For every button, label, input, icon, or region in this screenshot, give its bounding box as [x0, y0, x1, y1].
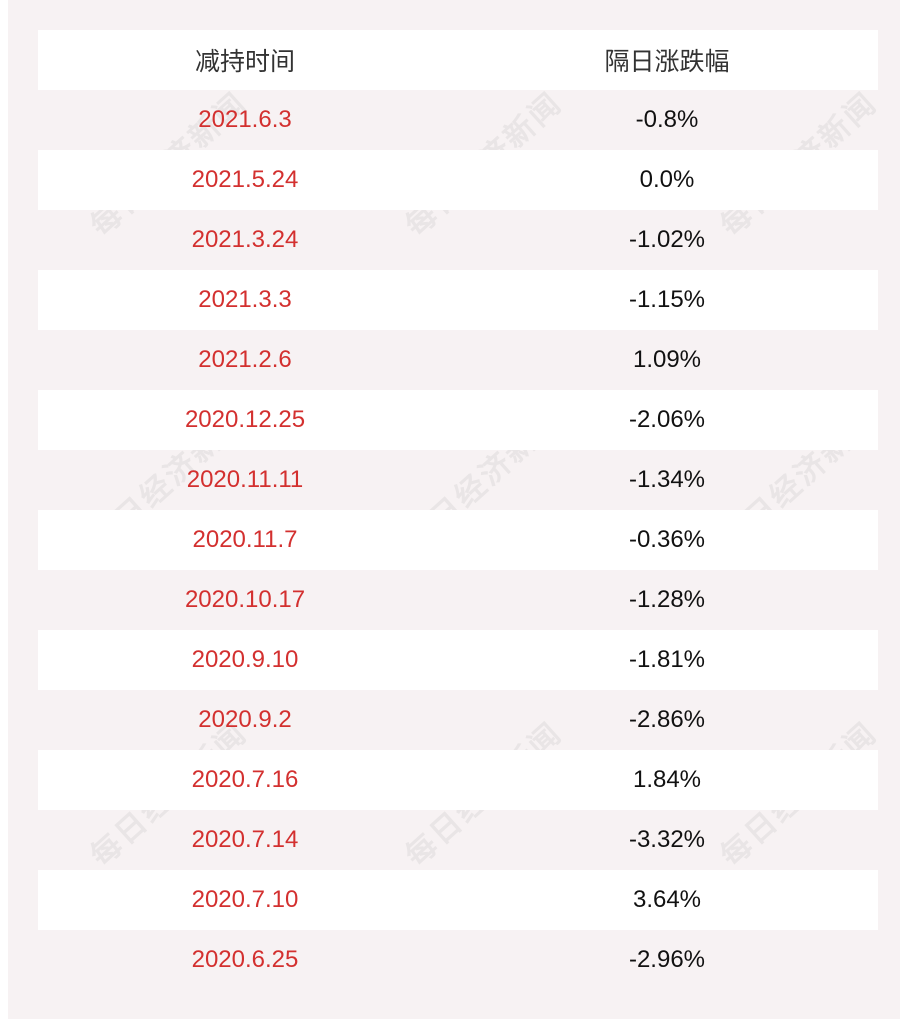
next-day-change-cell: -2.06% [628, 406, 706, 433]
next-day-change-cell: 3.64% [632, 886, 702, 913]
next-day-change-cell: -1.28% [628, 586, 706, 613]
reduction-date-cell: 2020.11.11 [186, 466, 304, 493]
next-day-change-cell: -1.34% [628, 466, 706, 493]
next-day-change-cell: -2.86% [628, 706, 706, 733]
table-row: 2021.3.3 -1.15% [38, 270, 878, 330]
reduction-date-cell: 2021.3.3 [198, 286, 292, 313]
table-row: 2020.9.10 -1.81% [38, 630, 878, 690]
reduction-date-cell: 2020.9.2 [198, 706, 292, 733]
table-row: 2020.11.11 -1.34% [38, 450, 878, 510]
reduction-date-cell: 2020.11.7 [192, 526, 298, 553]
table-row: 2020.10.17 -1.28% [38, 570, 878, 630]
table-row: 2020.9.2 -2.86% [38, 690, 878, 750]
table-row: 2020.11.7 -0.36% [38, 510, 878, 570]
next-day-change-cell: -0.8% [635, 106, 699, 133]
table-panel: 每日经济新闻 每日经济新闻 每日经济新闻 每日经济新闻 每日经济新闻 每日经济新… [8, 0, 900, 1019]
next-day-change-cell: -1.15% [628, 286, 706, 313]
column-header-date: 减持时间 [194, 48, 295, 76]
next-day-change-cell: -1.81% [628, 646, 706, 673]
table-row: 2021.3.24 -1.02% [38, 210, 878, 270]
reduction-date-cell: 2021.5.24 [191, 166, 299, 193]
next-day-change-cell: 1.84% [632, 766, 702, 793]
table-row: 2020.7.16 1.84% [38, 750, 878, 810]
next-day-change-cell: 1.09% [632, 346, 702, 373]
reduction-date-cell: 2021.6.3 [198, 106, 292, 133]
reduction-date-cell: 2021.3.24 [191, 226, 299, 253]
table-header-row: 减持时间 隔日涨跌幅 [38, 30, 878, 90]
table-body: 2021.6.3 -0.8% 2021.5.24 0.0% 2021.3.24 -1.02… [38, 90, 878, 990]
next-day-change-cell: -0.36% [628, 526, 706, 553]
next-day-change-cell: 0.0% [639, 166, 695, 193]
reduction-date-cell: 2020.6.25 [191, 946, 299, 973]
next-day-change-cell: -1.02% [628, 226, 706, 253]
next-day-change-cell: -3.32% [628, 826, 706, 853]
column-header-change: 隔日涨跌幅 [604, 48, 730, 76]
reduction-date-cell: 2020.7.10 [191, 886, 299, 913]
table-row: 2020.7.10 3.64% [38, 870, 878, 930]
reduction-table: 减持时间 隔日涨跌幅 2021.6.3 -0.8% 2021.5.24 0.0% 202… [38, 30, 878, 990]
reduction-date-cell: 2020.10.17 [184, 586, 306, 613]
table-row: 2021.5.24 0.0% [38, 150, 878, 210]
table-row: 2021.6.3 -0.8% [38, 90, 878, 150]
table-row: 2020.12.25 -2.06% [38, 390, 878, 450]
reduction-date-cell: 2020.7.14 [191, 826, 299, 853]
table-row: 2021.2.6 1.09% [38, 330, 878, 390]
reduction-date-cell: 2020.12.25 [184, 406, 306, 433]
reduction-date-cell: 2020.9.10 [191, 646, 299, 673]
reduction-date-cell: 2021.2.6 [198, 346, 292, 373]
reduction-date-cell: 2020.7.16 [191, 766, 299, 793]
table-row: 2020.7.14 -3.32% [38, 810, 878, 870]
table-row: 2020.6.25 -2.96% [38, 930, 878, 990]
next-day-change-cell: -2.96% [628, 946, 706, 973]
